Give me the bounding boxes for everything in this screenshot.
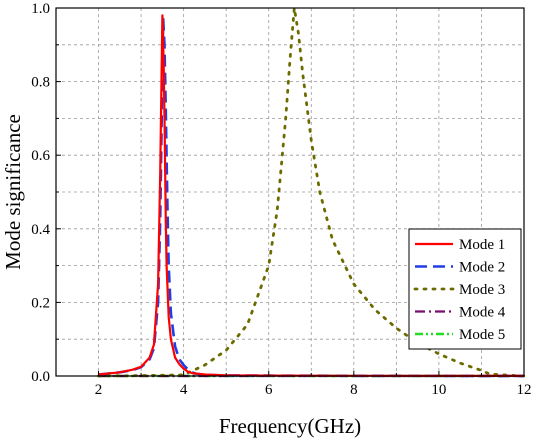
x-axis-title: Frequency(GHz) (219, 414, 361, 438)
legend-label: Mode 1 (459, 237, 505, 253)
legend-box (408, 228, 522, 350)
x-tick-label: 2 (95, 382, 103, 398)
legend-label: Mode 3 (459, 282, 505, 298)
x-tick-label: 6 (265, 382, 273, 398)
legend: Mode 1 Mode 2 Mode 3 Mode 4 Mode 5 (408, 228, 522, 350)
y-tick-label: 1.0 (31, 1, 50, 17)
legend-label: Mode 5 (459, 327, 505, 343)
legend-label: Mode 4 (459, 305, 506, 321)
series-line-mode-1 (98, 14, 524, 377)
y-tick-label: 0.2 (31, 295, 50, 311)
series-line-mode-3 (97, 6, 526, 378)
x-tick-label: 4 (180, 382, 188, 398)
x-tick-label: 10 (431, 382, 446, 398)
x-tick-label: 8 (350, 382, 358, 398)
legend-label: Mode 2 (459, 260, 505, 276)
y-tick-label: 0.0 (31, 369, 50, 385)
y-tick-label: 0.4 (31, 222, 50, 238)
ticks: 2 4 6 8 10 12 0.0 0.2 0.4 0.6 0.8 1.0 (31, 1, 531, 398)
y-tick-label: 0.6 (31, 148, 50, 164)
y-axis-title: Mode significance (1, 114, 25, 270)
y-tick-label: 0.8 (31, 75, 50, 91)
grid (56, 8, 524, 376)
x-tick-label: 12 (517, 382, 532, 398)
